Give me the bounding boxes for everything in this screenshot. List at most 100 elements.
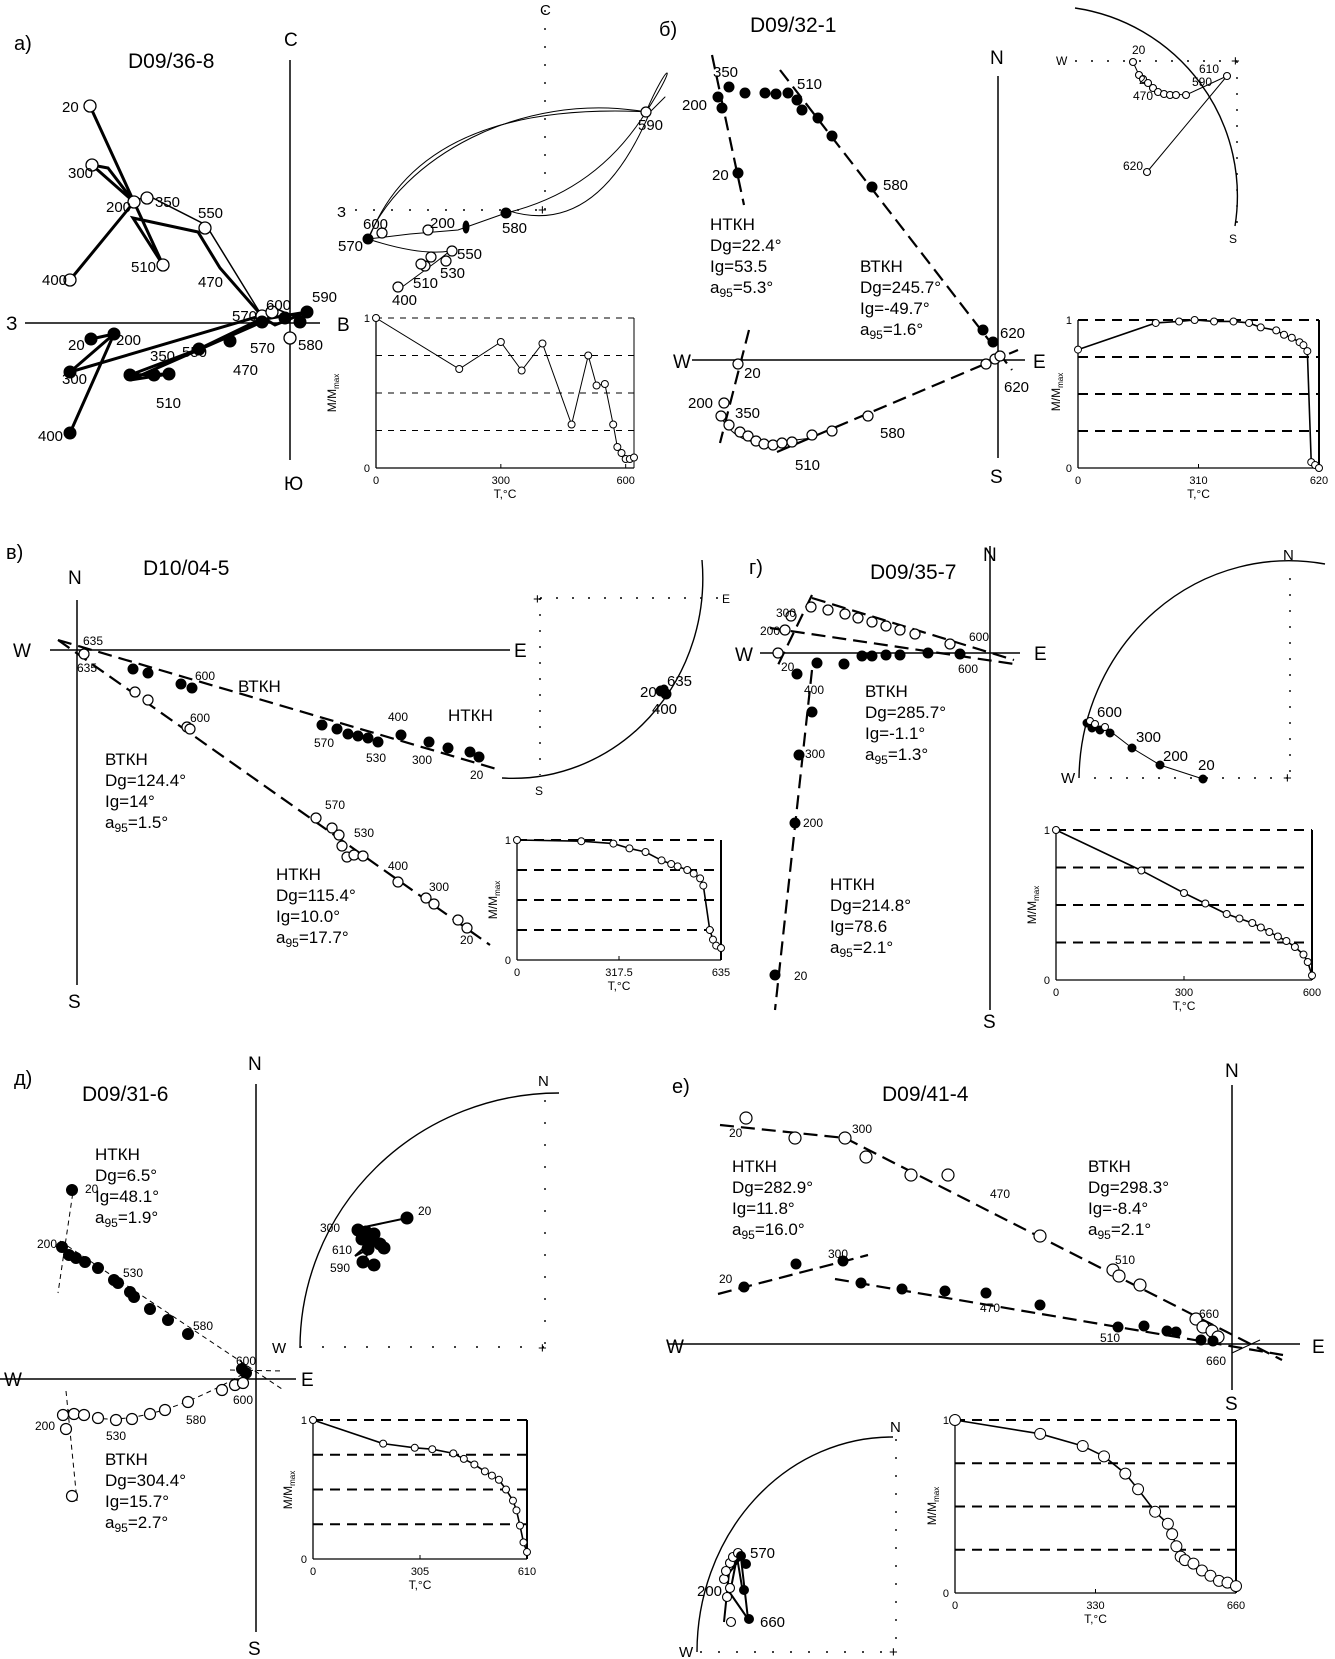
svg-text:550: 550 <box>198 205 223 222</box>
data-point <box>1303 958 1312 966</box>
data-point <box>696 874 705 883</box>
data-point <box>1190 316 1199 324</box>
x-axis-label: T,°C <box>1084 1612 1107 1626</box>
svg-text:ВТКН: ВТКН <box>865 682 908 701</box>
svg-text:20: 20 <box>460 933 474 947</box>
data-point <box>673 862 682 871</box>
svg-text:200: 200 <box>430 215 455 232</box>
svg-text:+: + <box>1283 770 1292 787</box>
sample-id: D09/31-6 <box>82 1083 168 1106</box>
data-point <box>708 935 717 944</box>
west-label: W <box>673 352 691 373</box>
y-tick-label: 1 <box>301 1415 307 1427</box>
svg-text:510: 510 <box>131 259 156 276</box>
svg-text:ВТКН: ВТКН <box>238 677 281 696</box>
stereonet-labels: N + W 570 200 660 <box>679 1419 901 1659</box>
data-point <box>309 1416 317 1424</box>
demagnetization-chart-b: 0 310 620 0 1 T,°C M/Mmax <box>1049 315 1328 501</box>
east-label: E <box>1034 644 1047 665</box>
svg-text:580: 580 <box>880 425 905 442</box>
stereonet <box>1074 7 1239 228</box>
panel-letter: г) <box>749 557 763 579</box>
x-axis-label: T,°C <box>1173 999 1196 1013</box>
data-point <box>1235 914 1244 923</box>
svg-text:200: 200 <box>760 624 780 638</box>
svg-text:Dg=124.4°: Dg=124.4° <box>105 771 186 790</box>
svg-text:570: 570 <box>325 798 345 812</box>
stereonet <box>299 1092 560 1349</box>
panel-letter: в) <box>6 542 23 564</box>
data-point <box>1161 1517 1174 1530</box>
svg-text:350: 350 <box>150 348 175 365</box>
data-point <box>1229 317 1238 326</box>
x-tick-label: 610 <box>518 1566 536 1578</box>
data-point <box>617 449 626 457</box>
data-point <box>1076 1439 1089 1452</box>
svg-text:470: 470 <box>233 362 258 379</box>
svg-text:610: 610 <box>332 1243 352 1257</box>
svg-text:Ig=-1.1°: Ig=-1.1° <box>865 724 925 743</box>
panel-letter: д) <box>14 1068 32 1090</box>
sample-id: D09/32-1 <box>750 14 836 37</box>
data-point <box>683 866 692 874</box>
x-tick-label: 0 <box>1053 987 1059 999</box>
data-point <box>1245 318 1254 327</box>
svg-text:600: 600 <box>190 711 210 725</box>
data-point <box>515 1521 524 1530</box>
svg-text:530: 530 <box>366 751 386 765</box>
svg-text:Dg=6.5°: Dg=6.5° <box>95 1166 157 1185</box>
svg-text:N: N <box>538 1073 549 1090</box>
zijderveld-labels: 20 300 200 350 550 400 510 470 570 600 590 580 2… <box>6 30 350 495</box>
south-label: S <box>68 992 81 1013</box>
data-point <box>1265 928 1274 936</box>
data-point <box>1287 333 1296 342</box>
y-tick-label: 0 <box>301 1554 307 1566</box>
component-stats: НТКН Dg=22.4° Ig=53.5 a95=5.3° ВТКН Dg=2… <box>710 215 941 342</box>
svg-text:W: W <box>1056 54 1068 68</box>
demagnetization-chart-e: 0 330 660 0 1 T,°C M/Mmax <box>925 1414 1245 1626</box>
svg-text:580: 580 <box>186 1413 206 1427</box>
x-tick-label: 600 <box>616 475 634 487</box>
svg-text:N: N <box>1283 547 1294 564</box>
data-point <box>538 339 547 348</box>
sample-id: D09/35-7 <box>870 561 956 584</box>
svg-text:400: 400 <box>388 710 408 724</box>
data-point <box>1282 937 1291 945</box>
svg-text:+: + <box>533 591 542 608</box>
x-tick-label: 0 <box>373 475 379 487</box>
x-tick-label: 620 <box>1310 475 1328 487</box>
south-label: Ю <box>284 474 303 495</box>
data-point <box>1195 1564 1208 1577</box>
svg-text:300: 300 <box>429 880 449 894</box>
svg-text:600: 600 <box>958 662 978 676</box>
svg-text:530: 530 <box>123 1266 143 1280</box>
y-tick-label: 1 <box>1066 315 1072 327</box>
svg-text:200: 200 <box>1163 748 1188 765</box>
svg-text:590: 590 <box>312 289 337 306</box>
data-point <box>1273 932 1282 941</box>
svg-text:300: 300 <box>828 1247 848 1261</box>
east-label: E <box>1033 352 1046 373</box>
data-point <box>513 836 521 844</box>
data-point <box>428 1445 437 1454</box>
svg-text:470: 470 <box>990 1187 1010 1201</box>
panel-e: е) D09/41-4 20 300 470 <box>666 1061 1325 1659</box>
south-label: S <box>248 1639 261 1659</box>
zijderveld-diagram <box>25 60 320 460</box>
data-point <box>1034 1427 1047 1440</box>
svg-text:570: 570 <box>314 736 334 750</box>
y-tick-label: 0 <box>364 463 370 475</box>
data-point <box>372 314 380 322</box>
data-point <box>600 380 609 388</box>
svg-text:600: 600 <box>969 630 989 644</box>
svg-text:+: + <box>1231 53 1240 70</box>
svg-text:200: 200 <box>682 97 707 114</box>
data-point <box>1132 1483 1145 1496</box>
svg-text:400: 400 <box>392 292 417 309</box>
data-point <box>455 365 464 373</box>
svg-text:НТКН: НТКН <box>710 215 755 234</box>
svg-text:530: 530 <box>354 826 374 840</box>
svg-text:200: 200 <box>35 1419 55 1433</box>
